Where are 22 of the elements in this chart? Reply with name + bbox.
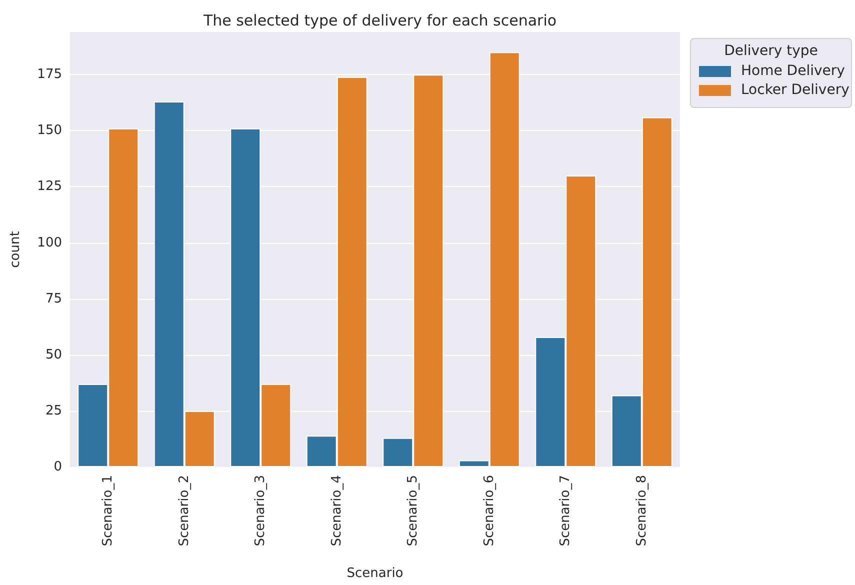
x-tick-label: Scenario_8: [634, 475, 650, 546]
y-tick-label: 50: [45, 347, 62, 362]
x-tick-label: Scenario_5: [406, 475, 421, 546]
x-axis-title: Scenario: [346, 566, 404, 581]
y-tick-label: 175: [37, 67, 62, 82]
y-tick-label: 75: [45, 291, 62, 306]
y-tick-label: 125: [37, 179, 62, 194]
y-axis-title: count: [8, 231, 23, 268]
x-tick-label: Scenario_6: [482, 475, 497, 546]
y-tick-label: 150: [37, 123, 62, 138]
x-tick-label: Scenario_7: [558, 475, 574, 546]
y-tick-label: 100: [37, 235, 62, 250]
legend-label: Locker Delivery: [741, 82, 850, 98]
x-tick-label: Scenario_3: [253, 475, 268, 546]
x-tick-label: Scenario_2: [176, 475, 192, 546]
chart-title: The selected type of delivery for each scenario: [202, 12, 557, 30]
y-tick-label: 25: [45, 403, 62, 418]
y-tick-label: 0: [54, 460, 62, 474]
x-tick-label: Scenario_1: [100, 475, 116, 546]
legend-label: Home Delivery: [741, 63, 845, 79]
x-tick-label: Scenario_4: [329, 475, 344, 546]
legend-title: Delivery type: [723, 43, 819, 59]
